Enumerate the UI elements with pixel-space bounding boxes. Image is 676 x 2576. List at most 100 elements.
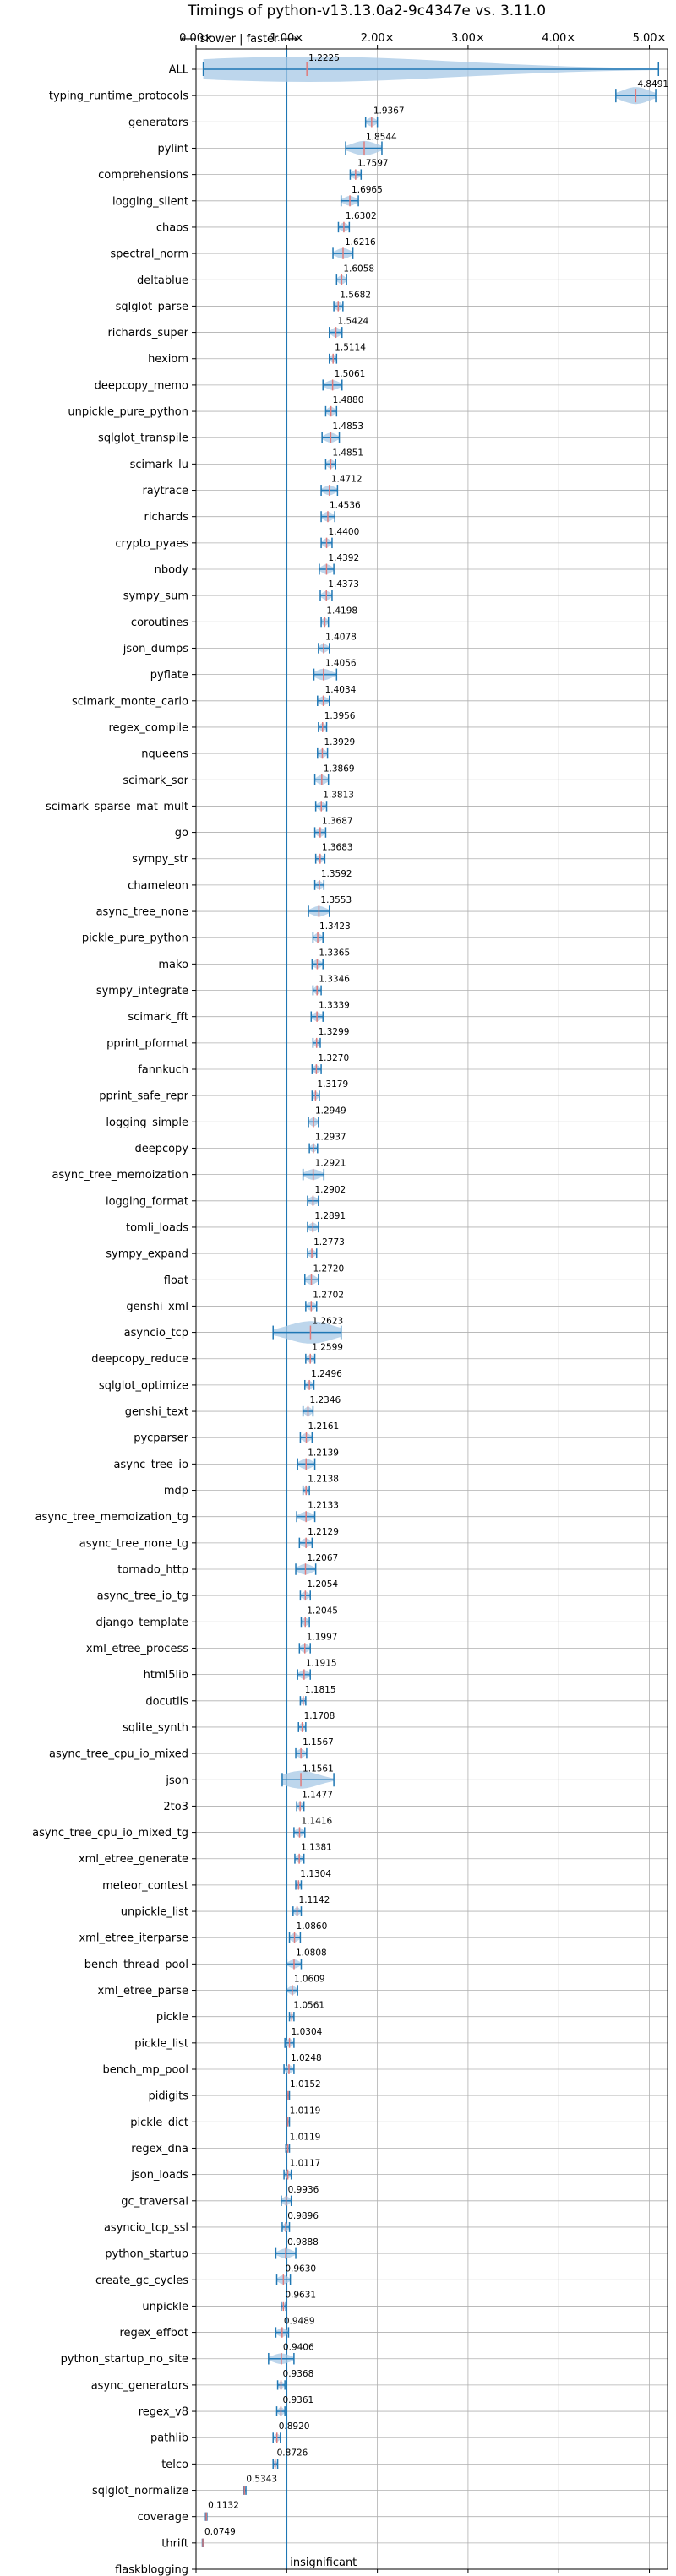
value-label: 1.0248 (291, 2053, 322, 2063)
category-label: regex_effbot (119, 2327, 188, 2340)
value-label: 1.1561 (303, 1764, 334, 1774)
value-label: 1.1567 (303, 1737, 334, 1747)
direction-label: ⟵ slower | faster ⟶ (181, 33, 297, 46)
value-label: 1.2045 (307, 1606, 338, 1616)
value-label: 1.3270 (318, 1053, 349, 1063)
category-label: tornado_http (117, 1564, 188, 1577)
benchmark-violin: 1.0248 (283, 2053, 322, 2074)
category-label: xml_etree_process (86, 1643, 188, 1655)
category-label: deepcopy_memo (95, 379, 188, 392)
benchmark-violin: 1.0119 (286, 2106, 320, 2127)
value-label: 1.1815 (305, 1685, 336, 1695)
benchmark-violin: 1.1997 (298, 1632, 337, 1654)
value-label: 1.4400 (329, 527, 360, 537)
benchmark-violin: 1.2891 (307, 1211, 346, 1233)
benchmark-violin: 1.3270 (311, 1053, 349, 1074)
value-label: 1.0808 (296, 1948, 327, 1958)
value-label: 1.6302 (346, 211, 377, 221)
benchmark-violin: 1.1815 (299, 1685, 336, 1706)
category-label: html5lib (144, 1669, 188, 1682)
benchmark-violin: 1.7597 (349, 159, 389, 180)
value-label: 1.3346 (319, 975, 350, 985)
benchmark-violin: 1.0119 (285, 2132, 321, 2153)
benchmark-violin: 1.2773 (307, 1237, 345, 1259)
category-label: richards (144, 511, 189, 524)
value-label: 1.0119 (290, 2132, 321, 2142)
benchmark-violin: 1.2045 (300, 1606, 338, 1628)
benchmark-violin: 1.4198 (320, 606, 357, 628)
value-label: 1.2496 (311, 1369, 342, 1379)
value-label: 0.9368 (283, 2369, 314, 2379)
benchmark-violin: 1.1915 (297, 1659, 337, 1680)
benchmark-violin: 1.3346 (312, 975, 350, 996)
x-tick-label: 3.00× (451, 32, 485, 45)
value-label: insignificant (290, 2557, 357, 2569)
violins: 1.2225 4.8491 1.9367 1.8544 1.7597 1.6965 1.63… (201, 53, 668, 2569)
category-label: sympy_sum (123, 590, 188, 603)
value-label: 1.4056 (325, 659, 357, 669)
value-label: 0.0749 (204, 2527, 236, 2537)
category-label: sqlite_synth (123, 1721, 188, 1734)
category-label: asyncio_tcp_ssl (104, 2221, 188, 2234)
value-label: 1.3956 (324, 711, 356, 721)
plot-frame (195, 48, 668, 2570)
benchmark-violin: 1.2161 (299, 1421, 339, 1443)
benchmark-violin: 0.9368 (276, 2369, 314, 2390)
value-label: 4.8491 (637, 79, 668, 90)
category-label: create_gc_cycles (95, 2274, 188, 2287)
benchmark-violin: 0.9361 (275, 2395, 313, 2416)
category-label: xml_etree_iterparse (79, 1932, 188, 1945)
category-label: async_tree_io_tg (97, 1590, 188, 1603)
value-label: 1.1304 (300, 1869, 331, 1879)
value-label: 1.0860 (297, 1921, 328, 1932)
value-label: 1.4712 (331, 475, 363, 485)
category-label: python_startup (105, 2248, 188, 2261)
x-tick-labels: 0.00× 1.00× 2.00× 3.00× 4.00× 5.00× (179, 32, 666, 2573)
value-label: 0.9936 (288, 2185, 319, 2195)
category-label: gc_traversal (121, 2195, 188, 2208)
category-label: pycparser (134, 1432, 188, 1445)
value-label: 1.2067 (307, 1553, 338, 1563)
value-label: 1.2599 (312, 1343, 343, 1353)
benchmark-violin: 1.1381 (294, 1843, 332, 1864)
benchmark-violin: 1.2702 (305, 1290, 344, 1312)
chart-title: Timings of python-v13.13.0a2-9c4347e vs.… (187, 3, 546, 19)
category-label: pathlib (150, 2432, 188, 2445)
value-label: 1.2138 (308, 1475, 339, 1485)
benchmark-violin: 0.8920 (272, 2421, 310, 2443)
value-label: 0.8726 (277, 2448, 308, 2458)
category-label: thrift (161, 2537, 188, 2550)
benchmark-violin: 1.6302 (337, 211, 377, 233)
category-label: typing_runtime_protocols (49, 90, 188, 103)
category-label: pickle_pure_python (82, 932, 188, 945)
value-label: 1.2773 (313, 1237, 345, 1247)
benchmark-violin: 1.0561 (288, 2001, 324, 2022)
value-label: 0.8920 (279, 2421, 310, 2432)
category-label: pickle_list (134, 2037, 188, 2050)
benchmark-violin: 1.5061 (322, 369, 365, 391)
benchmark-violin: 1.2623 (272, 1317, 343, 1344)
category-label: pylint (157, 143, 188, 155)
category-label: bench_thread_pool (84, 1959, 188, 1971)
category-label: 2to3 (163, 1801, 188, 1813)
category-label: async_tree_cpu_io_mixed_tg (32, 1827, 188, 1840)
category-label: django_template (96, 1617, 188, 1629)
benchmark-violin: 1.2133 (296, 1501, 339, 1523)
category-label: sympy_str (132, 853, 188, 866)
category-label: go (175, 827, 188, 840)
category-label: comprehensions (98, 169, 188, 182)
value-label: 1.0152 (290, 2079, 321, 2090)
benchmark-violin: 1.3929 (317, 737, 355, 759)
category-label: deepcopy_reduce (91, 1353, 188, 1366)
benchmark-violin: 1.3179 (311, 1079, 348, 1101)
benchmark-violin: 1.4880 (324, 395, 363, 417)
category-label: async_tree_cpu_io_mixed (49, 1748, 188, 1761)
benchmark-violin: 1.4373 (319, 579, 359, 601)
value-label: 1.0561 (293, 2001, 324, 2011)
benchmark-violin: 1.2599 (305, 1343, 343, 1364)
value-label: 1.0609 (294, 1975, 325, 1985)
category-label: sqlglot_optimize (99, 1379, 188, 1392)
category-label: float (164, 1274, 188, 1287)
category-label: pyflate (150, 669, 188, 682)
category-label: chaos (156, 221, 188, 234)
